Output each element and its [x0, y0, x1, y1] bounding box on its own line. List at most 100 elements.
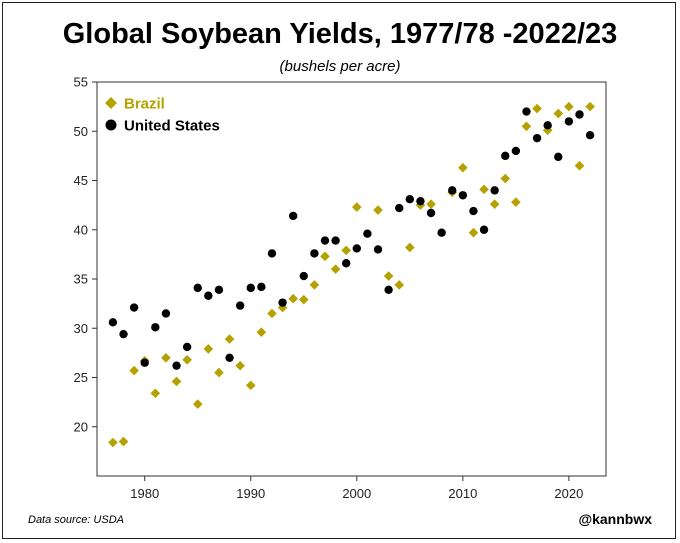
data-point-brazil: [564, 101, 574, 112]
data-point-united-states: [214, 285, 224, 295]
data-point-brazil: [256, 327, 267, 337]
data-point-brazil: [267, 308, 277, 319]
data-point-brazil: [108, 437, 118, 448]
legend-marker-circle: [105, 119, 117, 131]
data-point-united-states: [532, 133, 542, 143]
y-tick-label: 30: [74, 321, 88, 336]
data-point-brazil: [118, 436, 129, 447]
legend-label: United States: [124, 118, 220, 135]
data-point-united-states: [108, 318, 118, 327]
data-point-united-states: [564, 117, 574, 126]
series-united-states: [108, 107, 595, 370]
data-point-brazil: [426, 199, 436, 209]
y-tick-label: 45: [74, 173, 88, 188]
data-point-brazil: [585, 101, 595, 112]
data-point-brazil: [288, 293, 298, 304]
data-point-united-states: [373, 245, 383, 254]
data-point-brazil: [129, 365, 139, 376]
data-point-united-states: [363, 229, 372, 238]
data-point-brazil: [521, 121, 532, 132]
data-point-brazil: [511, 197, 521, 207]
data-point-united-states: [204, 291, 213, 300]
y-tick-label: 20: [74, 419, 88, 434]
data-point-brazil: [235, 360, 245, 371]
series-brazil: [108, 101, 595, 448]
data-point-brazil: [309, 280, 320, 290]
x-tick-label: 1980: [130, 486, 159, 501]
data-point-brazil: [468, 227, 479, 238]
data-point-brazil: [532, 103, 542, 114]
data-point-brazil: [405, 242, 415, 253]
data-point-brazil: [192, 399, 203, 409]
data-point-brazil: [352, 202, 362, 212]
data-point-united-states: [331, 236, 340, 245]
y-tick-label: 40: [74, 222, 88, 237]
data-point-united-states: [490, 186, 499, 195]
data-point-brazil: [479, 184, 489, 195]
data-point-united-states: [278, 298, 287, 307]
data-point-brazil: [394, 280, 405, 290]
y-tick-label: 25: [74, 370, 88, 385]
data-point-brazil: [553, 108, 564, 119]
data-point-united-states: [320, 236, 330, 245]
data-point-brazil: [330, 264, 341, 274]
data-point-united-states: [575, 110, 584, 119]
data-point-united-states: [235, 301, 245, 310]
data-point-united-states: [193, 283, 202, 293]
y-tick-label: 55: [74, 75, 88, 90]
legend-label: Brazil: [124, 96, 165, 113]
data-point-brazil: [298, 294, 309, 305]
data-point-united-states: [405, 195, 415, 204]
data-point-united-states: [479, 225, 489, 234]
data-point-united-states: [161, 309, 171, 318]
data-point-united-states: [246, 283, 255, 293]
data-point-brazil: [373, 205, 383, 215]
data-point-united-states: [437, 228, 446, 237]
x-tick-label: 2020: [554, 486, 583, 501]
data-point-united-states: [129, 303, 139, 312]
data-point-united-states: [310, 249, 319, 258]
chart-legend: Brazil United States: [105, 96, 220, 135]
data-point-united-states: [151, 323, 160, 332]
data-point-united-states: [140, 358, 149, 367]
data-point-united-states: [554, 152, 563, 162]
data-point-united-states: [384, 285, 393, 295]
x-tick-label: 1990: [236, 486, 265, 501]
data-point-united-states: [352, 244, 362, 253]
data-point-united-states: [501, 151, 510, 161]
data-point-united-states: [416, 196, 425, 206]
data-point-united-states: [299, 271, 308, 281]
data-point-united-states: [543, 121, 552, 130]
data-point-united-states: [469, 206, 478, 216]
data-point-brazil: [150, 388, 161, 399]
data-point-brazil: [500, 173, 511, 184]
data-point-brazil: [489, 199, 500, 209]
chart-axes: 20 25 30 35 40 45 50 55 1980 1990 2000 2010 2020: [74, 75, 607, 501]
data-point-brazil: [383, 271, 394, 281]
data-point-united-states: [172, 361, 181, 370]
chart-title: Global Soybean Yields, 1977/78 -2022/23: [62, 18, 618, 50]
y-tick-label: 35: [74, 272, 88, 287]
legend-marker-diamond: [105, 97, 117, 109]
data-point-united-states: [395, 203, 404, 213]
data-point-brazil: [574, 160, 585, 171]
data-point-brazil: [214, 367, 224, 378]
data-point-united-states: [426, 208, 436, 218]
data-point-united-states: [182, 342, 192, 352]
data-point-united-states: [119, 329, 128, 339]
data-point-united-states: [448, 186, 457, 195]
data-point-brazil: [320, 251, 330, 262]
data-point-united-states: [458, 191, 468, 200]
data-point-brazil: [245, 380, 256, 391]
plot-area-border: [96, 81, 607, 477]
data-source-note: Data source: USDA: [28, 514, 124, 526]
data-point-brazil: [341, 245, 351, 256]
data-point-united-states: [511, 146, 521, 156]
y-tick-label: 50: [74, 124, 88, 139]
data-point-united-states: [522, 107, 531, 116]
chart-subtitle: (bushels per acre): [279, 58, 401, 75]
data-point-united-states: [585, 130, 595, 140]
data-point-united-states: [267, 249, 277, 258]
chart-points: [108, 101, 595, 448]
